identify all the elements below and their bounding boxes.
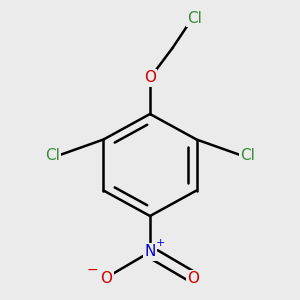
Text: Cl: Cl (45, 148, 60, 164)
Text: O: O (188, 271, 200, 286)
Text: +: + (156, 238, 166, 248)
Text: O: O (100, 271, 112, 286)
Text: N: N (144, 244, 156, 260)
Text: Cl: Cl (187, 11, 202, 26)
Text: O: O (144, 70, 156, 86)
Text: −: − (87, 263, 98, 277)
Text: Cl: Cl (240, 148, 255, 164)
